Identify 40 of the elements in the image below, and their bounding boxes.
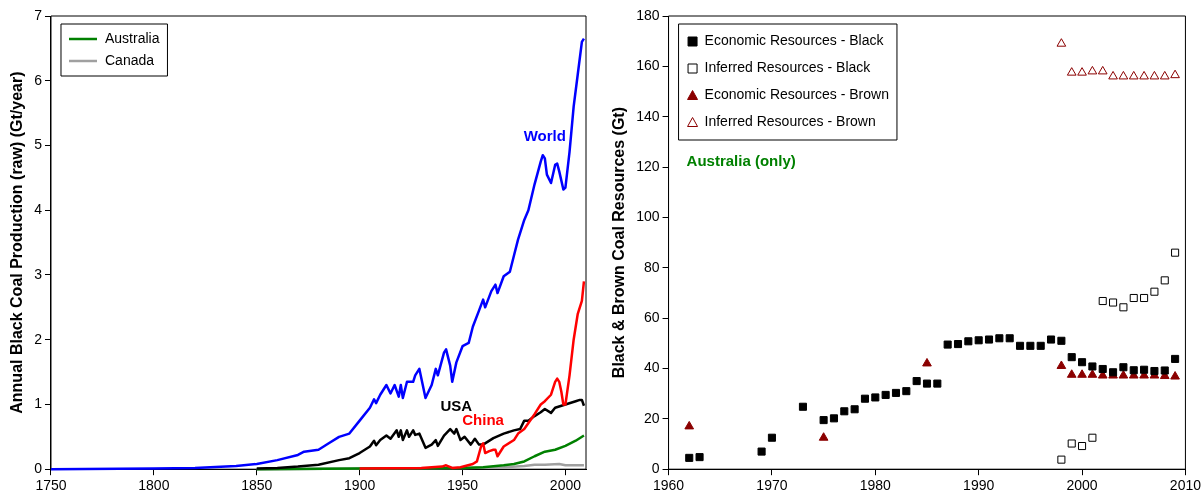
y-tick-label: 4 (34, 201, 43, 218)
x-tick-label: 1970 (756, 477, 788, 494)
legend-label: Economic Resources - Black (704, 32, 885, 49)
series-label: World (523, 126, 566, 144)
y-tick-label: 6 (34, 71, 43, 88)
y-tick-label: 3 (34, 265, 43, 282)
y-tick-label: 7 (34, 6, 43, 23)
legend-label: Australia (104, 29, 160, 46)
y-tick-label: 100 (636, 208, 660, 225)
y-tick-label: 180 (636, 6, 660, 23)
x-tick-label: 1800 (138, 477, 170, 494)
y-tick-label: 0 (651, 460, 660, 477)
legend-label: Inferred Resources - Black (704, 59, 872, 76)
x-tick-label: 1990 (963, 477, 995, 494)
x-tick-label: 1950 (446, 477, 479, 494)
y-tick-label: 60 (643, 308, 660, 325)
y-tick-label: 40 (643, 359, 660, 376)
y-tick-label: 2 (34, 330, 43, 347)
x-tick-label: 1980 (859, 477, 892, 494)
legend-label: Canada (104, 51, 155, 68)
y-tick-label: 80 (643, 258, 660, 275)
legend-label: Economic Resources - Brown (704, 86, 889, 103)
x-tick-label: 1750 (35, 477, 67, 494)
y-tick-label: 0 (34, 460, 43, 477)
x-tick-label: 2000 (1066, 477, 1098, 494)
y-tick-label: 20 (643, 409, 660, 426)
annotation: Australia (only) (686, 152, 796, 170)
x-tick-label: 1850 (241, 477, 273, 494)
y-tick-label: 5 (34, 136, 43, 153)
x-tick-label: 1900 (344, 477, 376, 494)
y-axis-title: Black & Brown Coal Resources (Gt) (610, 107, 628, 379)
y-tick-label: 120 (636, 157, 660, 174)
x-tick-label: 2010 (1169, 477, 1202, 494)
x-tick-label: 1960 (652, 477, 685, 494)
x-tick-label: 2000 (549, 477, 582, 494)
y-tick-label: 140 (636, 107, 660, 124)
y-tick-label: 160 (636, 57, 660, 74)
y-tick-label: 1 (34, 395, 43, 412)
y-axis-title: Annual Black Coal Production (raw) (Gt/year) (8, 71, 26, 414)
legend-label: Inferred Resources - Brown (704, 113, 876, 130)
